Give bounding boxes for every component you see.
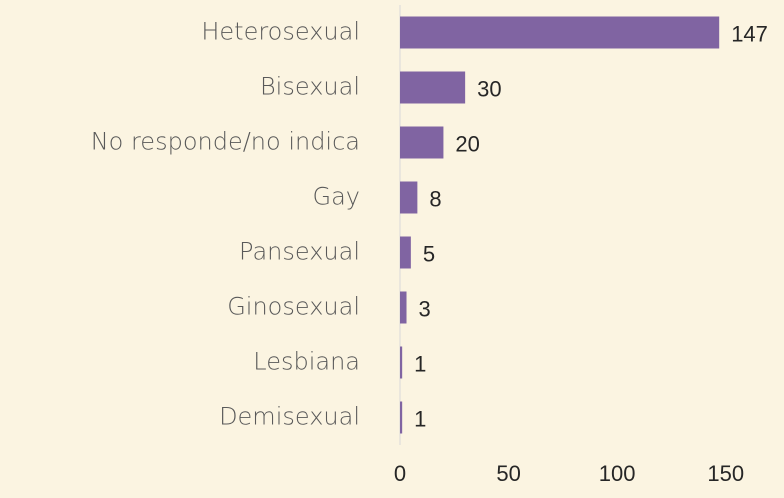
y-tick-label: Heterosexual bbox=[201, 18, 360, 46]
y-tick-label: Pansexual bbox=[239, 238, 360, 266]
value-label: 30 bbox=[477, 76, 501, 101]
value-label: 3 bbox=[419, 296, 431, 321]
bar bbox=[400, 126, 444, 159]
value-label: 5 bbox=[423, 241, 435, 266]
x-tick-label: 50 bbox=[496, 461, 520, 486]
value-label: 8 bbox=[429, 186, 441, 211]
bar bbox=[400, 71, 466, 104]
x-tick-label: 0 bbox=[394, 461, 406, 486]
y-tick-label: No responde/no indica bbox=[91, 128, 360, 156]
bar bbox=[400, 346, 403, 379]
y-tick-label: Lesbiana bbox=[253, 348, 360, 376]
x-tick-label: 150 bbox=[707, 461, 744, 486]
value-label: 20 bbox=[455, 131, 479, 156]
value-label: 147 bbox=[731, 21, 768, 46]
bar bbox=[400, 401, 403, 434]
y-tick-label: Demisexual bbox=[219, 403, 360, 431]
y-tick-label: Bisexual bbox=[260, 73, 360, 101]
bar bbox=[400, 236, 411, 269]
bar bbox=[400, 181, 418, 214]
bar bbox=[400, 291, 407, 324]
value-label: 1 bbox=[414, 406, 426, 431]
y-tick-label: Gay bbox=[312, 183, 360, 211]
x-tick-label: 100 bbox=[599, 461, 636, 486]
y-tick-label: Ginosexual bbox=[227, 293, 360, 321]
bar bbox=[400, 16, 720, 49]
value-label: 1 bbox=[414, 351, 426, 376]
